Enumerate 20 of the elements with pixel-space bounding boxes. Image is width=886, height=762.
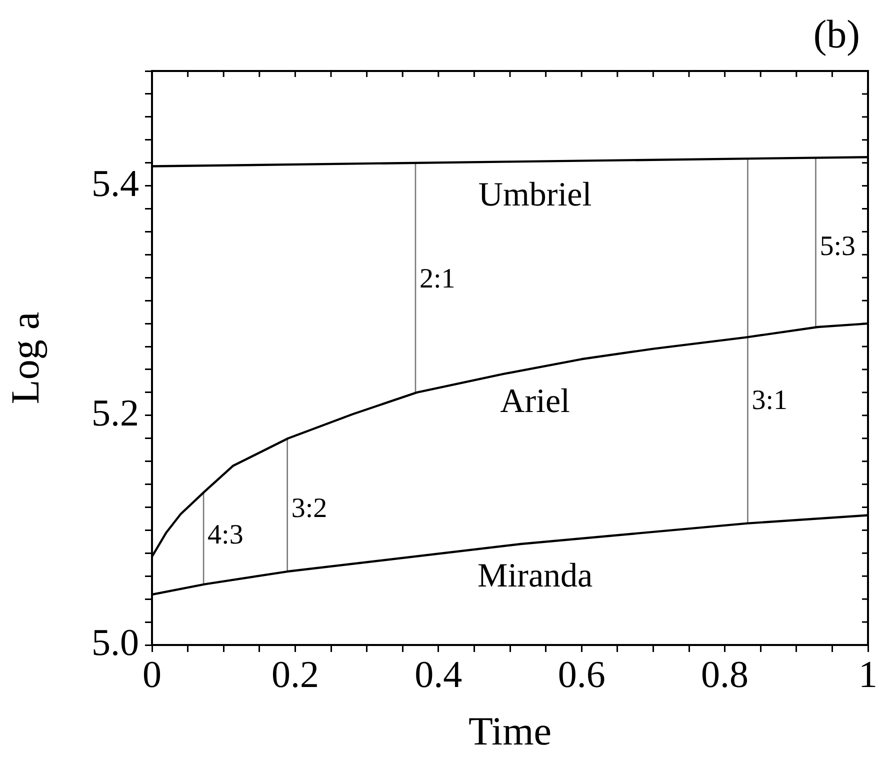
annotation: 4:3 xyxy=(208,519,244,550)
x-axis-title: Time xyxy=(468,708,552,754)
annotation: 2:1 xyxy=(419,263,456,294)
y-tick-label: 5.2 xyxy=(92,392,139,434)
x-tick-label: 0.8 xyxy=(701,654,749,696)
x-tick-label: 0 xyxy=(142,654,162,696)
annotation: 5:3 xyxy=(820,231,856,262)
x-tick-label: 0.4 xyxy=(414,654,462,696)
series-label: Ariel xyxy=(500,382,570,420)
x-tick-label: 0.6 xyxy=(558,654,606,696)
annotation: 3:2 xyxy=(291,492,328,524)
text: (b) xyxy=(813,12,860,56)
series-label: Umbriel xyxy=(478,176,592,214)
x-tick-label: 0.2 xyxy=(271,654,319,696)
annotation: 3:1 xyxy=(752,384,788,416)
series-label: Miranda xyxy=(477,558,593,595)
y-tick-label: 5.0 xyxy=(92,622,139,664)
x-tick-label: 1 xyxy=(858,654,878,696)
y-axis-title: Log a xyxy=(2,312,48,404)
y-tick-label: 5.4 xyxy=(92,162,139,205)
